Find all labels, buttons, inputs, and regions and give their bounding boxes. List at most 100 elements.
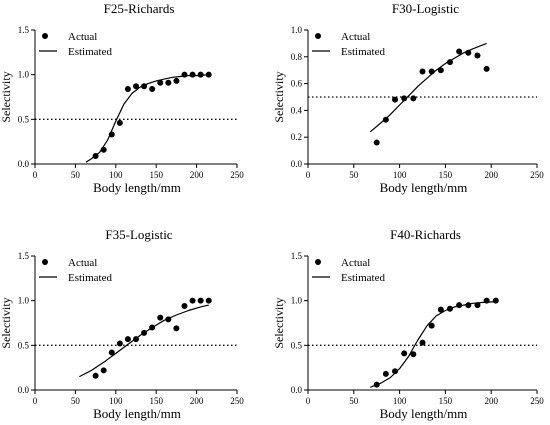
x-tick-label: 150 — [439, 170, 453, 180]
actual-point — [492, 297, 499, 304]
y-axis-label: Selectivity — [0, 297, 13, 348]
actual-point — [205, 297, 212, 304]
actual-point — [133, 83, 139, 90]
actual-point — [189, 297, 196, 304]
actual-point — [428, 68, 435, 75]
legend-actual-label: Actual — [68, 31, 97, 43]
y-tick-label: 0.0 — [18, 159, 30, 169]
legend-actual-marker — [315, 259, 321, 265]
actual-point — [446, 59, 453, 66]
actual-point — [392, 96, 399, 103]
x-tick-label: 100 — [109, 170, 123, 180]
actual-point — [446, 305, 453, 312]
estimated-curve — [369, 42, 487, 133]
actual-point — [456, 48, 463, 55]
legend-actual-label: Actual — [341, 257, 370, 269]
chart-title: F35-Logistic — [105, 227, 172, 242]
chart-panel-2: F30-Logistic 0 50 100 150 200 250 0.0 0.2 0.4 0.6 0… — [272, 1, 544, 195]
actual-point — [108, 349, 115, 356]
x-tick-label: 150 — [439, 396, 453, 406]
x-tick-label: 200 — [484, 170, 498, 180]
actual-point — [197, 297, 204, 304]
actual-point — [181, 303, 188, 310]
actual-point — [116, 340, 123, 347]
actual-point — [401, 95, 408, 102]
x-tick-label: 250 — [530, 396, 544, 406]
actual-point — [141, 83, 148, 90]
legend-estimated-label: Estimated — [341, 46, 385, 58]
actual-point — [100, 146, 107, 153]
y-tick-label: 0.0 — [291, 385, 303, 395]
actual-point — [197, 71, 204, 78]
actual-point — [92, 152, 99, 159]
actual-point — [205, 71, 212, 78]
actual-point — [149, 324, 156, 331]
actual-point — [382, 116, 389, 123]
actual-point — [437, 306, 444, 313]
actual-point — [108, 131, 115, 138]
y-tick-label: 1.5 — [18, 251, 30, 261]
actual-point — [124, 336, 131, 343]
actual-point — [141, 329, 148, 336]
actual-point — [181, 71, 188, 78]
y-tick-label: 0.0 — [18, 385, 30, 395]
y-tick-label: 1.0 — [18, 70, 30, 80]
x-tick-label: 50 — [71, 170, 81, 180]
chart-panel-4: F40-Richards 0 50 100 150 200 250 0.0 0.5 1.0 1.5 B… — [272, 227, 544, 421]
actual-point — [165, 79, 172, 86]
actual-point — [410, 95, 417, 102]
actual-point — [92, 372, 99, 379]
y-tick-label: 0.8 — [291, 52, 303, 62]
x-tick-label: 250 — [230, 170, 244, 180]
x-tick-label: 200 — [190, 396, 204, 406]
actual-point — [419, 68, 426, 75]
x-axis-label: Body length/mm — [93, 406, 181, 421]
x-tick-label: 250 — [530, 170, 544, 180]
y-axis-label: Selectivity — [272, 297, 286, 348]
x-tick-label: 150 — [149, 170, 163, 180]
x-tick-label: 50 — [349, 170, 359, 180]
actual-point — [483, 297, 490, 304]
actual-point — [474, 52, 481, 59]
legend-estimated-label: Estimated — [68, 272, 112, 284]
x-axis-label: Body length/mm — [93, 180, 181, 195]
y-tick-label: 1.0 — [18, 296, 30, 306]
x-tick-label: 200 — [484, 396, 498, 406]
chart-title: F30-Logistic — [392, 1, 459, 16]
actual-point — [373, 381, 380, 388]
x-tick-label: 0 — [306, 170, 311, 180]
x-tick-label: 0 — [33, 170, 38, 180]
y-tick-label: 1.0 — [291, 25, 303, 35]
x-axis-label: Body length/mm — [380, 180, 468, 195]
x-axis-label: Body length/mm — [380, 406, 468, 421]
actual-point — [157, 79, 164, 86]
legend-estimated-label: Estimated — [68, 46, 112, 58]
chart-panel-1: F25-Richards 0 50 100 150 200 250 0.0 0.5 1.0 1.5 B… — [0, 1, 244, 195]
y-tick-label: 0.6 — [291, 79, 303, 89]
chart-title: F25-Richards — [104, 1, 175, 16]
legend-estimated-label: Estimated — [341, 272, 385, 284]
y-tick-label: 0.5 — [291, 340, 303, 350]
actual-point — [465, 302, 472, 309]
actual-point — [401, 350, 408, 357]
x-tick-label: 200 — [190, 170, 204, 180]
y-axis-label: Selectivity — [0, 71, 13, 122]
legend-actual-marker — [315, 33, 321, 39]
x-tick-label: 50 — [71, 396, 81, 406]
x-tick-label: 100 — [109, 396, 123, 406]
actual-point — [419, 339, 426, 346]
y-tick-label: 0.2 — [291, 132, 302, 142]
actual-point — [483, 65, 490, 72]
x-tick-label: 0 — [33, 396, 38, 406]
legend-actual-label: Actual — [341, 31, 370, 43]
actual-point — [189, 71, 196, 78]
y-tick-label: 1.0 — [291, 296, 303, 306]
x-tick-label: 0 — [306, 396, 311, 406]
y-tick-label: 1.5 — [18, 25, 30, 35]
actual-point — [410, 351, 417, 358]
actual-point — [173, 77, 180, 84]
actual-point — [149, 85, 156, 92]
y-tick-label: 0.5 — [18, 340, 30, 350]
x-tick-label: 100 — [393, 170, 407, 180]
